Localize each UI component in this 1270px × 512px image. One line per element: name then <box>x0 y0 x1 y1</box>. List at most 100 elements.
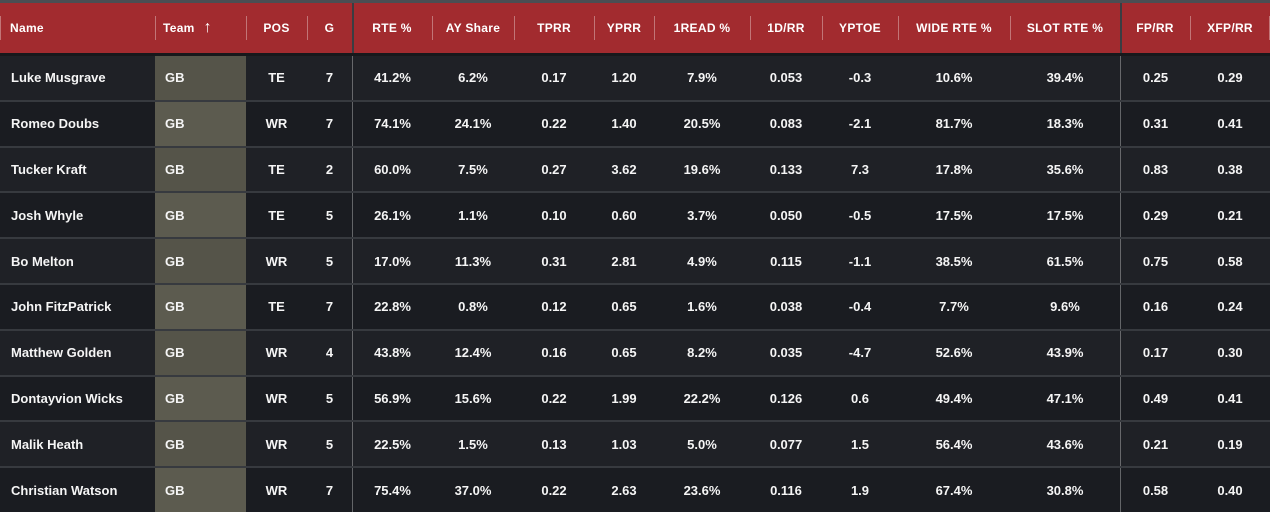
cell-rte: 56.9% <box>352 376 432 421</box>
cell-fprr: 0.29 <box>1120 193 1190 238</box>
cell-drr: 0.077 <box>769 436 803 452</box>
column-header-label: G <box>324 21 335 35</box>
column-header-g[interactable]: G <box>307 3 352 53</box>
cell-team: GB <box>155 330 246 375</box>
column-header-xfprr[interactable]: XFP/RR <box>1190 3 1270 53</box>
cell-yptoe: -4.7 <box>848 345 872 361</box>
cell-rte: 22.8% <box>352 284 432 329</box>
cell-team: GB <box>155 147 246 192</box>
table-row[interactable]: John FitzPatrick GB TE 7 22.8% 0.8% 0.12 0.65 1.… <box>0 282 1270 329</box>
cell-widerte: 38.5% <box>935 253 973 269</box>
cell-g: 7 <box>325 70 334 86</box>
column-header-label: RTE % <box>372 21 412 35</box>
cell-read1: 19.6% <box>683 161 721 177</box>
cell-yptoe: 1.9 <box>850 482 870 498</box>
column-header-drr[interactable]: 1D/RR <box>750 3 822 53</box>
table-row[interactable]: Josh Whyle GB TE 5 26.1% 1.1% 0.10 0.60 3.7% 0.05… <box>0 191 1270 238</box>
cell-read1: 4.9% <box>687 253 717 269</box>
cell-widerte: 7.7% <box>939 299 969 315</box>
table-row[interactable]: Dontayvion Wicks GB WR 5 56.9% 15.6% 0.22 1.99 2… <box>0 374 1270 421</box>
cell-xfprr: 0.38 <box>1217 161 1243 177</box>
cell-tprr: 0.22 <box>541 482 567 498</box>
column-header-label: WIDE RTE % <box>916 21 992 35</box>
cell-team: GB <box>155 56 246 100</box>
cell-ayshare: 24.1% <box>454 116 492 132</box>
cell-xfprr: 0.30 <box>1217 345 1243 361</box>
cell-slotrte: 43.9% <box>1046 345 1084 361</box>
cell-fprr: 0.21 <box>1120 422 1190 467</box>
column-header-read1[interactable]: 1READ % <box>654 3 750 53</box>
cell-name: Matthew Golden <box>11 345 112 361</box>
cell-g: 5 <box>325 253 334 269</box>
cell-name: Bo Melton <box>11 253 74 269</box>
column-header-slotrte[interactable]: SLOT RTE % <box>1010 3 1120 53</box>
cell-pos: WR <box>265 436 288 452</box>
cell-team: GB <box>155 468 246 512</box>
cell-read1: 1.6% <box>687 299 717 315</box>
cell-ayshare: 15.6% <box>454 390 492 406</box>
cell-yprr: 1.03 <box>611 436 637 452</box>
cell-slotrte: 47.1% <box>1046 390 1084 406</box>
cell-yptoe: 1.5 <box>850 436 870 452</box>
cell-g: 7 <box>325 482 334 498</box>
column-header-label: TPRR <box>537 21 571 35</box>
column-header-yptoe[interactable]: YPTOE <box>822 3 898 53</box>
column-header-yprr[interactable]: YPRR <box>594 3 654 53</box>
table-row[interactable]: Matthew Golden GB WR 4 43.8% 12.4% 0.16 0.65 8.2… <box>0 328 1270 375</box>
cell-g: 2 <box>325 161 334 177</box>
cell-ayshare: 1.5% <box>458 436 488 452</box>
cell-ayshare: 7.5% <box>458 161 488 177</box>
cell-pos: WR <box>265 345 288 361</box>
cell-tprr: 0.22 <box>541 390 567 406</box>
cell-yprr: 0.65 <box>611 299 637 315</box>
cell-read1: 20.5% <box>683 116 721 132</box>
cell-slotrte: 9.6% <box>1050 299 1080 315</box>
cell-team: GB <box>155 284 246 329</box>
column-header-rte[interactable]: RTE % <box>352 3 432 53</box>
cell-read1: 8.2% <box>687 345 717 361</box>
table-row[interactable]: Christian Watson GB WR 7 75.4% 37.0% 0.22 2.63 2… <box>0 466 1270 512</box>
cell-rte: 22.5% <box>352 422 432 467</box>
cell-g: 5 <box>325 390 334 406</box>
cell-pos: TE <box>268 70 285 86</box>
cell-xfprr: 0.19 <box>1217 436 1243 452</box>
column-header-widerte[interactable]: WIDE RTE % <box>898 3 1010 53</box>
cell-slotrte: 35.6% <box>1046 161 1084 177</box>
cell-xfprr: 0.58 <box>1217 253 1243 269</box>
cell-ayshare: 6.2% <box>458 70 488 86</box>
table-header-row: Name Team ↑ POS G RTE % AY Share TPRR YPRR 1READ … <box>0 3 1270 56</box>
cell-pos: WR <box>265 482 288 498</box>
column-header-team[interactable]: Team ↑ <box>155 3 246 53</box>
table-row[interactable]: Bo Melton GB WR 5 17.0% 11.3% 0.31 2.81 4.9% 0.11… <box>0 237 1270 283</box>
cell-read1: 7.9% <box>687 70 717 86</box>
cell-ayshare: 11.3% <box>454 253 492 269</box>
table-row[interactable]: Tucker Kraft GB TE 2 60.0% 7.5% 0.27 3.62 19.6% 0… <box>0 145 1270 192</box>
cell-yptoe: -0.5 <box>848 207 872 223</box>
cell-yprr: 3.62 <box>611 161 637 177</box>
cell-name: Malik Heath <box>11 436 84 452</box>
column-header-name[interactable]: Name <box>0 3 155 53</box>
table-row[interactable]: Malik Heath GB WR 5 22.5% 1.5% 0.13 1.03 5.0% 0.0… <box>0 420 1270 467</box>
cell-tprr: 0.16 <box>541 345 567 361</box>
cell-xfprr: 0.40 <box>1217 482 1243 498</box>
cell-team: GB <box>155 193 246 238</box>
cell-rte: 41.2% <box>352 56 432 100</box>
cell-pos: TE <box>268 299 285 315</box>
cell-name: Christian Watson <box>11 482 118 498</box>
column-header-fprr[interactable]: FP/RR <box>1120 3 1190 53</box>
cell-team: GB <box>155 376 246 421</box>
cell-widerte: 67.4% <box>935 482 973 498</box>
cell-drr: 0.115 <box>770 253 802 269</box>
column-header-ayshare[interactable]: AY Share <box>432 3 514 53</box>
cell-g: 7 <box>325 299 334 315</box>
cell-drr: 0.133 <box>769 161 803 177</box>
table-row[interactable]: Luke Musgrave GB TE 7 41.2% 6.2% 0.17 1.20 7.9% 0… <box>0 56 1270 100</box>
cell-g: 5 <box>325 436 334 452</box>
column-header-pos[interactable]: POS <box>246 3 307 53</box>
column-header-label: XFP/RR <box>1207 21 1253 35</box>
column-header-tprr[interactable]: TPRR <box>514 3 594 53</box>
cell-name: Luke Musgrave <box>11 70 106 86</box>
table-row[interactable]: Romeo Doubs GB WR 7 74.1% 24.1% 0.22 1.40 20.5% 0… <box>0 99 1270 146</box>
cell-yprr: 1.20 <box>611 70 637 86</box>
